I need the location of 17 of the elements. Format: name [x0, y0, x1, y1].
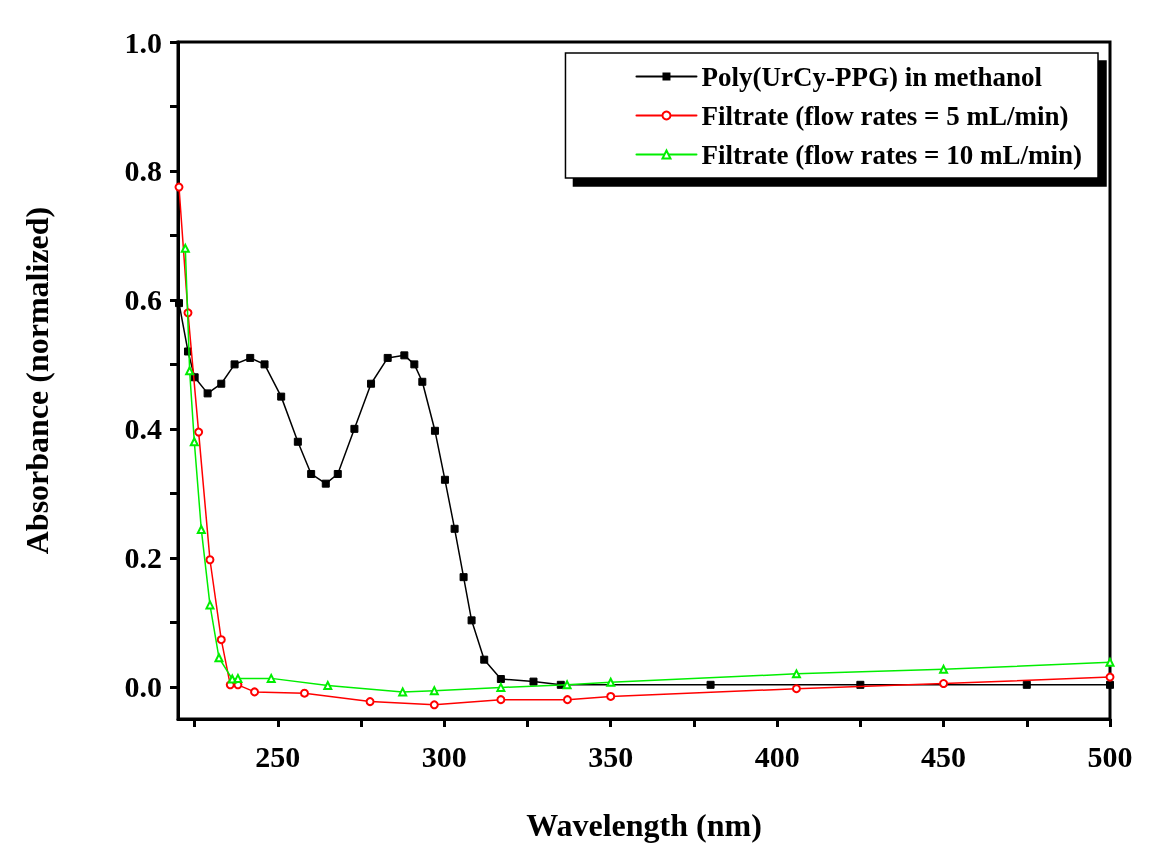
- x-tick-label: 250: [255, 739, 301, 773]
- y-tick-label: 1.0: [124, 25, 162, 59]
- x-tick-label: 400: [754, 739, 800, 773]
- y-tick-label: 0.0: [124, 670, 162, 704]
- y-tick-label: 0.6: [124, 283, 162, 317]
- x-tick-label: 300: [421, 739, 467, 773]
- y-tick-label: 0.4: [124, 412, 162, 446]
- y-tick-label: 0.8: [124, 154, 162, 188]
- x-tick-label: 500: [1087, 739, 1133, 773]
- y-axis-title: Absorbance (normalized): [19, 206, 55, 555]
- x-tick-label: 350: [588, 739, 634, 773]
- x-tick-label: 450: [921, 739, 967, 773]
- legend-label: Poly(UrCy-PPG) in methanol: [701, 61, 1043, 92]
- x-axis-title: Wavelength (nm): [526, 807, 762, 843]
- legend-label: Filtrate (flow rates = 10 mL/min): [701, 139, 1082, 170]
- y-tick-label: 0.2: [124, 541, 162, 575]
- legend-label: Filtrate (flow rates = 5 mL/min): [701, 100, 1069, 131]
